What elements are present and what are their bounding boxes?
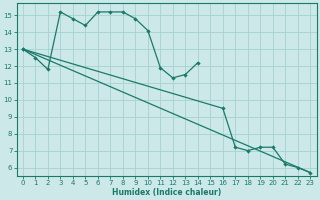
X-axis label: Humidex (Indice chaleur): Humidex (Indice chaleur) (112, 188, 221, 197)
